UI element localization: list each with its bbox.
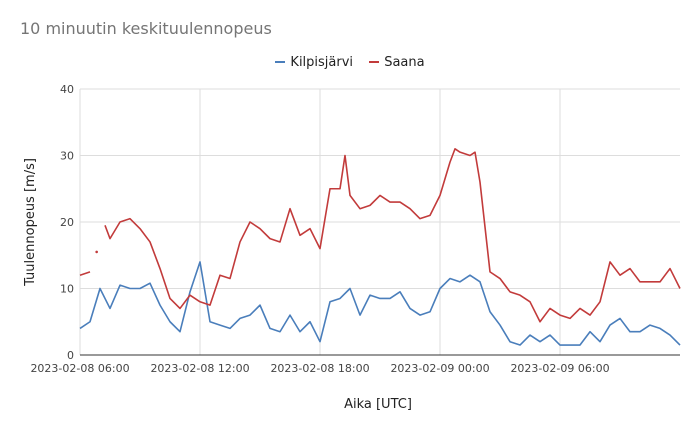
y-tick-label: 30 [60,150,74,163]
legend-item-kilpisjarvi[interactable]: Kilpisjärvi [275,55,353,70]
y-tick-label: 40 [60,83,74,96]
series-line-saana [79,271,91,276]
x-tick-label: 2023-02-08 18:00 [270,362,369,375]
x-tick-label: 2023-02-09 06:00 [510,362,609,375]
y-axis-label: Tuulennopeus [m/s] [23,158,38,287]
series-line-saana [104,148,681,323]
x-tick-label: 2023-02-08 06:00 [30,362,129,375]
legend-swatch [275,61,286,63]
x-axis-label: Aika [UTC] [344,397,412,412]
series-line-kilpisjärvi [79,261,681,346]
y-tick-label: 20 [60,216,74,229]
y-tick-label: 0 [67,349,74,362]
x-tick-label: 2023-02-08 12:00 [150,362,249,375]
legend: Kilpisjärvi Saana [0,52,700,70]
legend-swatch [369,61,380,63]
legend-item-saana[interactable]: Saana [369,54,425,70]
legend-label: Saana [384,54,425,70]
x-tick-label: 2023-02-09 00:00 [390,362,489,375]
chart-title: 10 minuutin keskituulennopeus [20,19,272,38]
series-1-point [95,250,98,254]
legend-label: Kilpisjärvi [290,54,354,70]
y-tick-label: 10 [60,283,74,296]
